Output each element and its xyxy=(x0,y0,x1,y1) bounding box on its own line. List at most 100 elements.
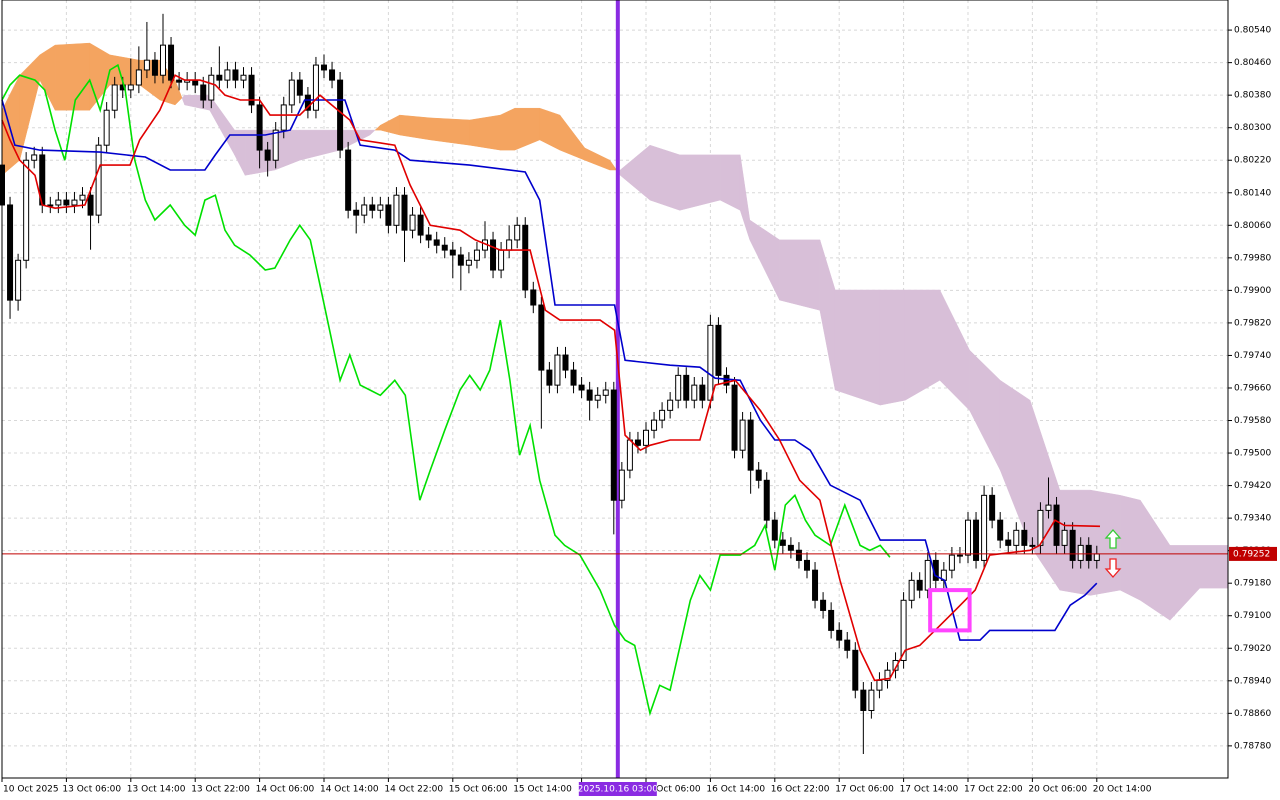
candle-body xyxy=(586,389,593,401)
candle-body xyxy=(111,84,118,111)
indicator-line xyxy=(1,74,1101,682)
candle-body xyxy=(924,559,931,591)
candle-body xyxy=(763,479,770,521)
y-tick-label: 0.80460 xyxy=(1234,58,1271,68)
candle-body xyxy=(828,609,835,631)
candle-body xyxy=(908,579,915,601)
candle-body xyxy=(143,59,150,71)
candle-body xyxy=(320,64,327,71)
candle-body xyxy=(723,374,730,386)
candle-body xyxy=(151,59,158,76)
candle-body xyxy=(868,689,875,711)
candle-body xyxy=(103,109,110,146)
candle-body xyxy=(964,519,971,556)
candle-body xyxy=(787,544,794,551)
candle-body xyxy=(1069,529,1076,561)
y-tick-label: 0.79180 xyxy=(1234,579,1271,589)
candle-body xyxy=(224,69,231,81)
candle-body xyxy=(779,539,786,546)
candle-body xyxy=(498,249,505,271)
candle-body xyxy=(361,204,368,216)
candle-body xyxy=(1005,539,1012,546)
candle-body xyxy=(900,599,907,661)
candle-body xyxy=(634,439,641,446)
candle-body xyxy=(248,74,255,106)
candle-body xyxy=(369,204,376,211)
candle-body xyxy=(618,469,625,501)
candle-body xyxy=(15,259,22,301)
candle-body xyxy=(232,69,239,81)
price-label-bg xyxy=(1229,546,1277,561)
candle-body xyxy=(973,519,980,561)
candle-body xyxy=(1029,544,1036,547)
cloud xyxy=(649,144,681,211)
candle-body xyxy=(715,324,722,376)
y-tick-label: 0.78940 xyxy=(1234,676,1271,686)
candle-body xyxy=(570,369,577,386)
candle-body xyxy=(272,129,279,161)
x-tick-label: 15 Oct 14:00 xyxy=(513,785,572,795)
candle-body xyxy=(63,199,70,206)
candle-body xyxy=(852,649,859,691)
candle-body xyxy=(377,204,384,211)
x-tick-label: 14 Oct 14:00 xyxy=(320,785,379,795)
candle-body xyxy=(1077,544,1084,561)
candle-body xyxy=(683,374,690,401)
x-tick-label: 14 Oct 22:00 xyxy=(384,785,443,795)
x-tick-label: 14 Oct 06:00 xyxy=(256,785,315,795)
candle-body xyxy=(208,74,215,101)
candle-body xyxy=(240,74,247,81)
candle-body xyxy=(433,239,440,246)
x-tick-label: 16 Oct 22:00 xyxy=(771,785,830,795)
indicator-line xyxy=(1,99,1098,641)
cloud xyxy=(609,159,618,171)
x-tick-label: 15 Oct 06:00 xyxy=(449,785,508,795)
cloud xyxy=(1119,494,1141,601)
y-tick-label: 0.79820 xyxy=(1234,318,1271,328)
candle-body xyxy=(1093,553,1100,561)
x-tick-label: 10 Oct 2025 xyxy=(3,785,59,795)
candle-body xyxy=(47,204,54,207)
candle-body xyxy=(457,254,464,266)
x-tick-label: 17 Oct 22:00 xyxy=(964,785,1023,795)
candle-body xyxy=(948,554,955,571)
candle-body xyxy=(642,429,649,446)
candle-body xyxy=(699,384,706,401)
x-tick-label: 17 Oct 14:00 xyxy=(900,785,959,795)
cloud xyxy=(1199,545,1229,589)
candle-body xyxy=(288,79,295,106)
cloud xyxy=(369,129,376,136)
candle-body xyxy=(956,554,963,557)
y-tick-label: 0.79020 xyxy=(1234,644,1271,654)
candle-body xyxy=(820,599,827,611)
candle-body xyxy=(55,199,62,206)
y-tick-label: 0.79660 xyxy=(1234,383,1271,393)
candle-body xyxy=(812,569,819,601)
candle-body xyxy=(200,84,207,101)
candle-body xyxy=(95,144,102,216)
candle-body xyxy=(425,234,432,241)
y-tick-label: 0.79340 xyxy=(1234,514,1271,524)
candle-body xyxy=(329,69,336,81)
candle-body xyxy=(546,369,553,386)
y-tick-label: 0.79900 xyxy=(1234,286,1271,296)
candle-body xyxy=(554,354,561,386)
candle-body xyxy=(667,399,674,411)
cloud xyxy=(500,107,516,151)
candle-body xyxy=(176,79,183,83)
x-tick-label: 13 Oct 06:00 xyxy=(62,785,121,795)
candle-body xyxy=(490,239,497,271)
candle-body xyxy=(989,494,996,521)
candle-body xyxy=(216,74,223,81)
x-tick-label: 17 Oct 06:00 xyxy=(835,785,894,795)
sell-arrow-icon xyxy=(1104,558,1122,578)
candle-body xyxy=(264,149,271,161)
candle-body xyxy=(594,394,601,401)
cloud xyxy=(879,289,906,406)
candle-body xyxy=(23,159,30,261)
y-tick-label: 0.78780 xyxy=(1234,741,1271,751)
candle-body xyxy=(731,384,738,451)
candle-body xyxy=(135,69,142,86)
